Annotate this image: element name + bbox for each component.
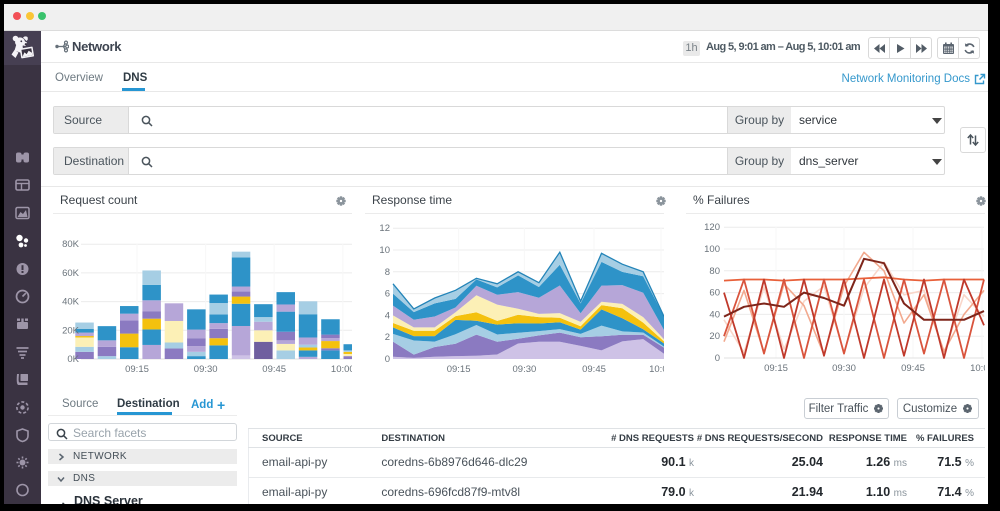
svg-text:09:15: 09:15 [125, 364, 149, 375]
svg-text:80: 80 [709, 266, 720, 277]
svg-text:10:00: 10:00 [331, 364, 352, 375]
svg-text:09:30: 09:30 [194, 364, 218, 375]
svg-text:20K: 20K [62, 325, 80, 336]
svg-text:120: 120 [704, 222, 720, 233]
svg-text:20: 20 [709, 331, 720, 342]
svg-text:09:45: 09:45 [901, 363, 925, 374]
svg-text:10:00: 10:00 [649, 364, 664, 375]
svg-text:100: 100 [704, 244, 720, 255]
svg-text:80K: 80K [62, 239, 80, 250]
svg-text:60: 60 [709, 288, 720, 299]
svg-text:2: 2 [385, 332, 390, 343]
svg-text:09:15: 09:15 [447, 364, 471, 375]
svg-text:09:15: 09:15 [764, 363, 788, 374]
svg-text:12: 12 [379, 223, 390, 234]
svg-text:10:00: 10:00 [970, 363, 985, 374]
svg-text:40K: 40K [62, 297, 80, 308]
svg-text:09:30: 09:30 [832, 363, 856, 374]
svg-text:4: 4 [385, 310, 390, 321]
svg-text:6: 6 [385, 289, 390, 300]
svg-text:0: 0 [385, 354, 390, 365]
svg-text:09:45: 09:45 [262, 364, 286, 375]
svg-text:40: 40 [709, 309, 720, 320]
svg-text:0K: 0K [67, 354, 79, 365]
svg-text:8: 8 [385, 267, 390, 278]
svg-text:0: 0 [715, 353, 720, 364]
svg-text:60K: 60K [62, 268, 80, 279]
svg-text:09:45: 09:45 [582, 364, 606, 375]
svg-text:09:30: 09:30 [513, 364, 537, 375]
svg-text:10: 10 [379, 245, 390, 256]
